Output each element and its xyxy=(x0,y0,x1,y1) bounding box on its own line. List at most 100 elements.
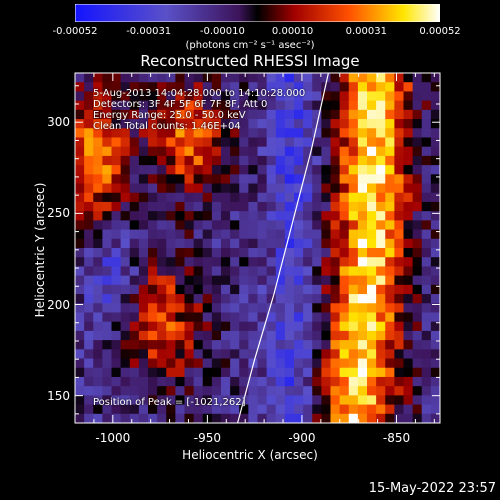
heatmap-cell xyxy=(385,303,395,314)
heatmap-cell xyxy=(394,229,405,240)
heatmap-cell xyxy=(312,201,322,212)
heatmap-cell xyxy=(148,119,158,129)
heatmap-cell xyxy=(157,284,167,295)
heatmap-cell xyxy=(129,321,140,332)
heatmap-cell xyxy=(102,109,113,120)
heatmap-cell xyxy=(75,321,85,332)
heatmap-cell xyxy=(394,413,405,423)
heatmap-cell xyxy=(175,248,186,258)
heatmap-cell xyxy=(111,294,122,304)
heatmap-cell xyxy=(257,395,268,406)
heatmap-cell xyxy=(129,192,140,203)
heatmap-cell xyxy=(157,100,167,111)
heatmap-cell xyxy=(257,100,268,111)
heatmap-cell xyxy=(248,266,259,277)
heatmap-cell xyxy=(430,146,440,157)
heatmap-cell xyxy=(148,349,158,360)
heatmap-cell xyxy=(266,266,277,277)
heatmap-cell xyxy=(84,229,94,240)
heatmap-cell xyxy=(111,367,122,378)
heatmap-cell xyxy=(166,174,176,185)
heatmap-cell xyxy=(330,91,341,102)
heatmap-cell xyxy=(111,82,122,93)
heatmap-cell xyxy=(184,312,195,323)
heatmap-cell xyxy=(157,73,167,83)
heatmap-cell xyxy=(376,183,386,194)
heatmap-cell xyxy=(129,183,140,194)
heatmap-cell xyxy=(284,395,295,406)
heatmap-cell xyxy=(403,201,414,212)
heatmap-cell xyxy=(84,73,94,83)
heatmap-cell xyxy=(284,109,295,120)
heatmap-cell xyxy=(394,395,405,406)
heatmap-cell xyxy=(303,386,313,396)
heatmap-cell xyxy=(84,404,94,415)
heatmap-cell xyxy=(202,340,213,350)
heatmap-cell xyxy=(129,248,140,258)
heatmap-cell xyxy=(430,91,440,102)
heatmap-cell xyxy=(111,201,122,212)
heatmap-cell xyxy=(294,303,304,314)
heatmap-cell xyxy=(357,340,368,350)
heatmap-cell xyxy=(157,386,167,396)
heatmap-cell xyxy=(330,349,341,360)
heatmap-cell xyxy=(348,91,359,102)
heatmap-cell xyxy=(138,248,149,258)
heatmap-cell xyxy=(75,238,85,249)
heatmap-cell xyxy=(257,367,268,378)
heatmap-cell xyxy=(230,183,240,194)
heatmap-cell xyxy=(385,183,395,194)
heatmap-cell xyxy=(385,146,395,157)
heatmap-cell xyxy=(367,349,377,360)
heatmap-cell xyxy=(303,404,313,415)
heatmap-cell xyxy=(284,128,295,139)
heatmap-cell xyxy=(84,183,94,194)
heatmap-cell xyxy=(339,257,350,268)
heatmap-cell xyxy=(184,91,195,102)
heatmap-cell xyxy=(138,109,149,120)
heatmap-cell xyxy=(421,294,432,304)
heatmap-cell xyxy=(412,137,423,148)
heatmap-cell xyxy=(193,386,204,396)
heatmap-cell xyxy=(357,248,368,258)
heatmap-cell xyxy=(166,321,176,332)
heatmap-cell xyxy=(367,386,377,396)
heatmap-cell xyxy=(412,367,423,378)
heatmap-cell xyxy=(93,201,103,212)
heatmap-cell xyxy=(129,220,140,231)
heatmap-cell xyxy=(93,91,103,102)
heatmap-cell xyxy=(367,395,377,406)
heatmap-cell xyxy=(430,312,440,323)
heatmap-cell xyxy=(330,238,341,249)
heatmap-cell xyxy=(257,119,268,129)
heatmap-cell xyxy=(239,284,249,295)
heatmap-cell xyxy=(303,321,313,332)
heatmap-cell xyxy=(284,146,295,157)
heatmap-cell xyxy=(257,248,268,258)
heatmap-cell xyxy=(202,174,213,185)
heatmap-cell xyxy=(303,201,313,212)
heatmap-cell xyxy=(367,294,377,304)
heatmap-cell xyxy=(175,367,186,378)
heatmap-cell xyxy=(230,91,240,102)
heatmap-cell xyxy=(129,211,140,221)
heatmap-cell xyxy=(403,238,414,249)
heatmap-cell xyxy=(193,312,204,323)
heatmap-cell xyxy=(221,321,231,332)
heatmap-cell xyxy=(157,201,167,212)
heatmap-cell xyxy=(211,395,222,406)
heatmap-cell xyxy=(430,248,440,258)
heatmap-cell xyxy=(193,183,204,194)
heatmap-cell xyxy=(412,100,423,111)
heatmap-cell xyxy=(221,165,231,175)
heatmap-cell xyxy=(403,229,414,240)
heatmap-cell xyxy=(102,376,113,387)
heatmap-cell xyxy=(93,275,103,286)
heatmap-cell xyxy=(75,229,85,240)
heatmap-cell xyxy=(202,358,213,369)
heatmap-cell xyxy=(312,330,322,341)
heatmap-cell xyxy=(111,404,122,415)
heatmap-cell xyxy=(266,349,277,360)
heatmap-cell xyxy=(303,109,313,120)
heatmap-cell xyxy=(312,174,322,185)
